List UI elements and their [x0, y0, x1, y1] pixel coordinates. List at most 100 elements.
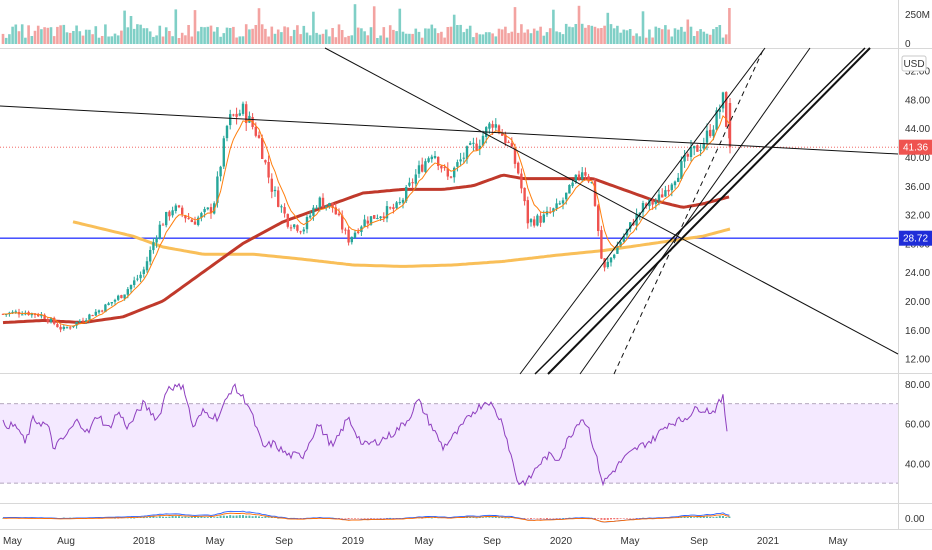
- price-tick-label: 24.00: [905, 268, 930, 279]
- last-price-label: 41.36: [903, 143, 928, 154]
- volume-bar: [459, 24, 462, 44]
- volume-bar: [625, 30, 629, 44]
- candle-body: [254, 126, 257, 136]
- time-tick-label: 2021: [757, 536, 780, 547]
- volume-bar: [190, 36, 194, 44]
- macd-histogram-bar: [718, 516, 721, 518]
- candle-body: [46, 319, 49, 322]
- candle-body: [357, 231, 360, 233]
- candle-body: [558, 203, 561, 205]
- volume-bar: [574, 24, 578, 44]
- macd-histogram-bar: [354, 518, 356, 519]
- volume-bar: [222, 33, 226, 44]
- volume-bar: [504, 26, 507, 44]
- candle-body: [155, 237, 158, 243]
- macd-axis: 0.00: [905, 514, 925, 525]
- macd-histogram-bar: [190, 516, 193, 518]
- volume-bar: [475, 32, 478, 44]
- volume-bar: [123, 10, 126, 45]
- volume-bar: [542, 35, 546, 44]
- candle-body: [641, 203, 645, 213]
- candle-body: [389, 207, 392, 209]
- macd-histogram-bar: [488, 517, 491, 518]
- candle-body: [657, 194, 661, 201]
- volume-bar: [369, 27, 373, 44]
- volume-bar: [337, 24, 341, 44]
- time-tick-label: May: [415, 536, 434, 547]
- candle-body: [571, 182, 574, 187]
- volume-bar: [539, 26, 542, 44]
- volume-bar: [276, 29, 280, 44]
- volume-bar: [440, 31, 443, 44]
- volume-bar: [497, 28, 501, 44]
- candle-body: [328, 203, 331, 206]
- volume-bar: [49, 27, 53, 44]
- macd-histogram-bar: [597, 518, 600, 519]
- volume-bar: [20, 24, 24, 44]
- volume-bar: [78, 31, 82, 44]
- volume-bar: [491, 33, 494, 44]
- candle-body: [14, 311, 17, 313]
- volume-bar: [219, 36, 222, 44]
- candle-body: [171, 210, 174, 216]
- candle-body: [433, 156, 437, 158]
- candle-body: [587, 176, 590, 182]
- volume-bar: [228, 28, 232, 44]
- volume-bar: [27, 25, 30, 44]
- macd-histogram-bar: [632, 518, 635, 519]
- volume-bar: [107, 36, 110, 44]
- volume-bar: [676, 29, 680, 44]
- candle-body: [376, 218, 379, 219]
- currency-badge: USD: [901, 55, 927, 72]
- volume-bar: [244, 24, 248, 44]
- candle-body: [110, 302, 113, 304]
- volume-axis: 250M 0: [905, 10, 930, 50]
- candle-body: [459, 159, 462, 162]
- candle-body: [165, 212, 168, 226]
- volume-bar: [4, 37, 8, 44]
- volume-bar: [270, 26, 274, 44]
- time-tick-label: May: [3, 536, 22, 547]
- candle-body: [667, 189, 670, 192]
- volume-bar: [62, 24, 66, 44]
- macd-histogram-bar: [722, 516, 724, 518]
- volume-bar: [568, 26, 571, 44]
- volume-bar: [52, 36, 56, 44]
- macd-histogram-bar: [626, 518, 628, 519]
- candle-body: [78, 321, 81, 322]
- volume-bar: [433, 28, 437, 44]
- volume-bar: [408, 33, 411, 44]
- volume-bar: [286, 27, 290, 44]
- price-tick-label: 52.00: [905, 67, 930, 78]
- candle-body: [475, 143, 478, 150]
- candle-body: [216, 176, 219, 203]
- candle-body: [673, 181, 677, 186]
- volume-bar: [721, 37, 725, 44]
- volume-bar: [315, 32, 318, 44]
- candle-body: [241, 103, 245, 114]
- volume-bar: [523, 32, 526, 44]
- candle-body: [283, 207, 286, 214]
- rsi-line: [2, 382, 728, 487]
- volume-bar: [510, 31, 514, 44]
- macd-histogram-bar: [254, 515, 257, 518]
- volume-bar: [273, 33, 277, 44]
- candle-body: [277, 190, 280, 207]
- candle-body: [699, 149, 702, 151]
- candle-body: [299, 231, 302, 233]
- candle-body: [718, 109, 721, 112]
- candle-body: [702, 143, 705, 149]
- volume-bar: [8, 34, 11, 44]
- candle-body: [472, 142, 475, 144]
- candle-body: [225, 125, 229, 139]
- dashed-projection-line: [613, 47, 765, 375]
- volume-bar: [705, 33, 709, 44]
- macd-histogram-bar: [536, 518, 539, 519]
- price-tick-label: 36.00: [905, 182, 930, 193]
- volume-bar: [100, 36, 104, 44]
- volume-bar: [88, 29, 91, 44]
- macd-histogram-bar: [382, 518, 385, 519]
- candle-body: [69, 327, 72, 329]
- macd-histogram-bar: [242, 515, 244, 518]
- volume-bar: [155, 35, 158, 44]
